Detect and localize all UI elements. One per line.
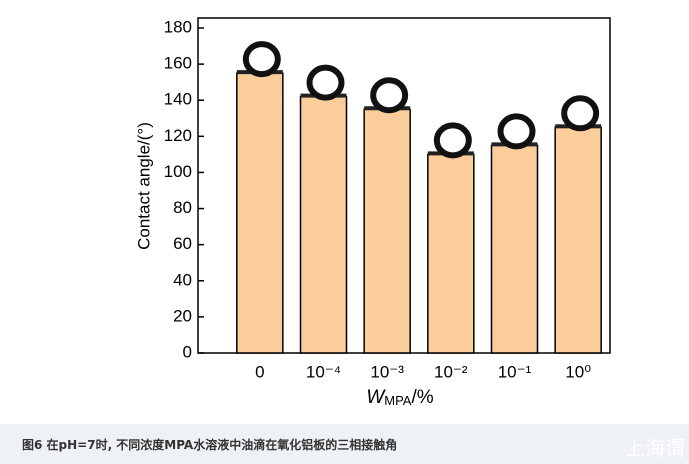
bar <box>490 144 539 354</box>
bar <box>554 126 602 354</box>
caption: 图6 在pH=7时, 不同浓度MPA水溶液中油滴在氧化铝板的三相接触角 <box>22 438 398 452</box>
x-tick-label: 0 <box>255 362 264 381</box>
y-tick-label: 140 <box>164 90 192 109</box>
x-axis-label: WMPA/% <box>366 387 433 408</box>
x-tick-label: 10⁰ <box>565 362 591 381</box>
x-tick-label: 10⁻¹ <box>498 362 532 381</box>
y-tick-label: 20 <box>173 306 192 325</box>
x-label-subscript: MPA <box>384 393 412 408</box>
y-tick-label: 0 <box>183 342 192 361</box>
x-tick-label: 10⁻⁴ <box>306 362 341 381</box>
y-axis-label: Contact angle/(°) <box>134 122 153 250</box>
y-tick-label: 80 <box>173 198 192 217</box>
droplet <box>306 64 345 101</box>
bar <box>363 108 411 354</box>
bar <box>299 95 348 354</box>
droplet <box>497 113 536 150</box>
y-tick-label: 180 <box>164 17 192 36</box>
x-label-unit: /% <box>411 387 433 408</box>
droplet <box>370 77 409 114</box>
bar <box>427 153 475 354</box>
droplet <box>242 41 281 78</box>
x-label-symbol: W <box>366 387 386 408</box>
droplet <box>561 95 600 132</box>
caption-bar: 图6 在pH=7时, 不同浓度MPA水溶液中油滴在氧化铝板的三相接触角 上海谓 <box>0 424 689 464</box>
y-tick-label: 100 <box>164 162 192 181</box>
x-tick-label: 10⁻³ <box>370 362 404 381</box>
x-tick-label: 10⁻² <box>434 362 468 381</box>
y-tick-label: 120 <box>164 126 192 145</box>
droplet <box>433 122 472 159</box>
y-tick-label: 160 <box>164 54 192 73</box>
y-tick-label: 40 <box>173 270 192 289</box>
y-tick-label: 60 <box>173 234 192 253</box>
watermark: 上海谓 <box>625 436 685 460</box>
bar <box>236 72 284 354</box>
chart: Contact angle/(°) WMPA/% 0 20 40 60 80 100 120… <box>134 17 611 408</box>
